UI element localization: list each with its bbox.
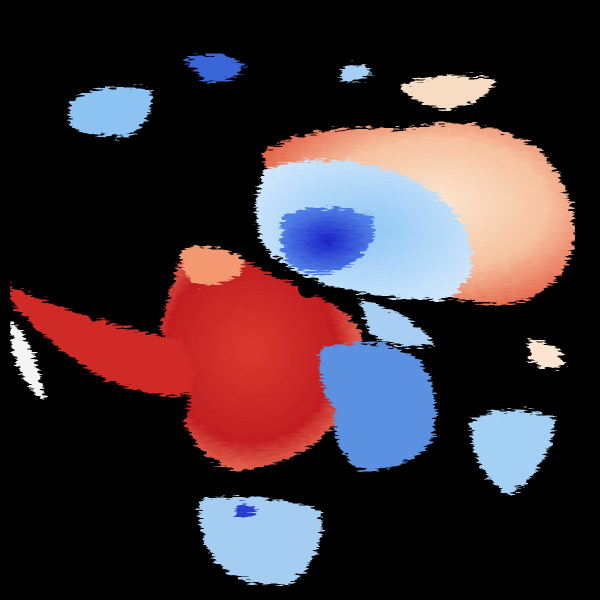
echo-south bbox=[199, 496, 322, 586]
strong-outbound-region bbox=[160, 252, 362, 470]
echo-northeast bbox=[400, 76, 495, 110]
echo-west-clutter bbox=[10, 320, 45, 400]
echo-east bbox=[470, 410, 555, 495]
inbound-fringe bbox=[360, 300, 435, 347]
radar-site-gap bbox=[298, 278, 318, 298]
echo-north-east bbox=[340, 65, 372, 82]
echo-far-east bbox=[530, 340, 565, 369]
outbound-edge bbox=[179, 246, 245, 285]
echo-north bbox=[185, 53, 245, 83]
strong-inbound-core bbox=[280, 207, 375, 274]
outbound-streak bbox=[10, 285, 194, 396]
echo-field bbox=[10, 53, 575, 586]
inbound-south-region bbox=[319, 342, 436, 471]
echo-south-core bbox=[235, 503, 258, 517]
echo-northwest bbox=[70, 86, 151, 137]
